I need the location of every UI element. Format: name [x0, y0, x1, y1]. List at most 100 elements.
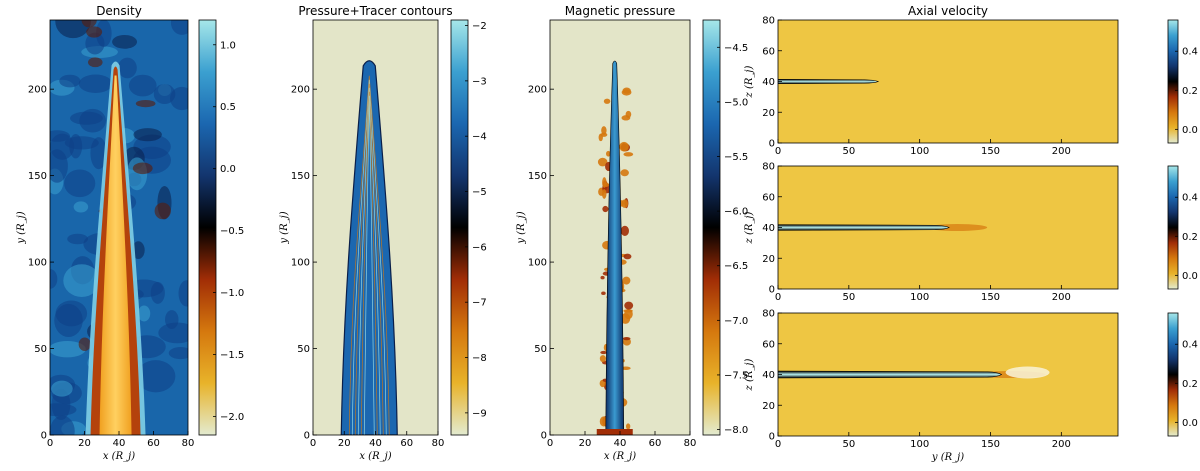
y-tick-label: 40	[762, 77, 775, 88]
x-tick-label: 40	[369, 438, 382, 449]
y-tick-label: 0	[769, 285, 775, 296]
jet-beam	[778, 224, 950, 231]
x-tick-label: 150	[981, 439, 1000, 450]
velocity-field	[778, 20, 1118, 143]
colorbar-tick-label: 0.0	[1182, 125, 1198, 136]
y-tick-label: 200	[528, 85, 547, 96]
x-tick-label: 0	[310, 438, 316, 449]
x-tick-label: 0	[775, 292, 781, 303]
y-tick-label: 0	[769, 139, 775, 150]
y-tick-label: 50	[534, 344, 547, 355]
cocoon	[340, 60, 398, 435]
colorbar-tick-label: −2.0	[220, 412, 244, 423]
tracer-contour	[363, 95, 375, 435]
colorbar-tick-label: 0.4	[1182, 47, 1198, 58]
tracer-contour	[351, 79, 387, 435]
y-tick-label: 0	[541, 431, 547, 442]
colorbar-tick-label: 0.2	[1182, 232, 1198, 243]
x-tick-label: 100	[910, 292, 929, 303]
colorbar-tick-label: 0.2	[1182, 86, 1198, 97]
y-tick-label: 60	[762, 192, 775, 203]
x-tick-label: 60	[649, 438, 662, 449]
panel-title: Axial velocity	[908, 4, 988, 18]
x-tick-label: 80	[432, 438, 445, 449]
colorbar-tick-label: −5.5	[724, 152, 748, 163]
colorbar-tick-label: −7.0	[724, 316, 748, 327]
y-tick-label: 20	[762, 254, 775, 265]
y-tick-label: 60	[762, 339, 775, 350]
y-tick-label: 50	[297, 344, 310, 355]
colorbar-tick-label: −6.0	[724, 207, 748, 218]
x-tick-label: 60	[147, 438, 160, 449]
x-tick-label: 150	[981, 292, 1000, 303]
x-tick-label: 0	[547, 438, 553, 449]
colorbar-tick-label: −9	[472, 408, 487, 419]
y-tick-label: 150	[28, 171, 47, 182]
colorbar-tick-label: 0.5	[220, 102, 236, 113]
colorbar	[1167, 312, 1179, 437]
y-tick-label: 20	[762, 401, 775, 412]
panel-title: Density	[96, 4, 142, 18]
x-tick-label: 50	[842, 146, 855, 157]
colorbar-tick-label: −1.0	[220, 288, 244, 299]
x-axis-label: y (R_j)	[931, 452, 964, 463]
colorbar	[1167, 19, 1179, 144]
x-tick-label: 0	[775, 146, 781, 157]
y-tick-label: 100	[28, 258, 47, 269]
colorbar-tick-label: −6	[472, 242, 487, 253]
tracer-contour	[348, 75, 390, 435]
y-axis-label: y (R_j)	[16, 211, 27, 244]
colorbar	[702, 19, 721, 436]
magnetic-panel: 0 20 40 60 80 0 50 100 150 200 Magnetic pressure x …	[516, 4, 748, 462]
colorbar-tick-label: 1.0	[220, 40, 236, 51]
x-tick-label: 40	[614, 438, 627, 449]
colorbar	[198, 19, 217, 436]
colorbar-tick-label: −8	[472, 353, 487, 364]
colorbar-tick-label: −5.0	[724, 97, 748, 108]
colorbar-tick-label: −5	[472, 187, 487, 198]
y-axis-label: z (R_j)	[744, 211, 755, 244]
x-tick-label: 0	[47, 438, 53, 449]
x-tick-label: 20	[78, 438, 91, 449]
colorbar-tick-label: −2	[472, 21, 487, 32]
tracer-contour	[357, 87, 381, 435]
y-tick-label: 40	[762, 223, 775, 234]
colorbar-tick-label: 0.2	[1182, 379, 1198, 390]
y-tick-label: 80	[762, 162, 775, 173]
y-tick-label: 100	[528, 258, 547, 269]
y-tick-label: 20	[762, 108, 775, 119]
x-tick-label: 40	[113, 438, 126, 449]
x-tick-label: 20	[338, 438, 351, 449]
colorbar-tick-label: −7	[472, 298, 487, 309]
x-tick-label: 60	[400, 438, 413, 449]
x-tick-label: 80	[182, 438, 195, 449]
colorbar-tick-label: −6.5	[724, 261, 748, 272]
colorbar-tick-label: −7.5	[724, 370, 748, 381]
density-panel: 0 20 40 60 80 0 50 100 150 200 Density x (R_j) y (R_…	[16, 4, 244, 462]
x-tick-label: 200	[1052, 439, 1071, 450]
x-tick-label: 0	[775, 439, 781, 450]
colorbar	[450, 19, 469, 436]
colorbar-tick-label: 0.4	[1182, 193, 1198, 204]
y-axis-label: z (R_j)	[744, 65, 755, 98]
y-tick-label: 40	[762, 370, 775, 381]
jet-beam	[778, 78, 880, 85]
x-tick-label: 200	[1052, 146, 1071, 157]
colorbar-tick-label: −4	[472, 132, 487, 143]
y-tick-label: 0	[41, 431, 47, 442]
x-axis-label: x (R_j)	[359, 451, 391, 462]
axial-velocity-panel-3: 0 50 100 150 200 0 20 40 60 80 y (R_j) z (R_j) 0.4 0.…	[744, 309, 1198, 464]
y-tick-label: 150	[291, 171, 310, 182]
colorbar-tick-label: −4.5	[724, 43, 748, 54]
y-tick-label: 60	[762, 46, 775, 57]
y-tick-label: 50	[34, 344, 47, 355]
axial-velocity-panel-2: 0 50 100 150 200 0 20 40 60 80 z (R_j) 0.4 0.2 0.0	[744, 162, 1198, 304]
panel-title: Magnetic pressure	[565, 4, 676, 18]
y-tick-label: 0	[304, 431, 310, 442]
colorbar-tick-label: −3	[472, 76, 487, 87]
y-tick-label: 150	[528, 171, 547, 182]
y-tick-label: 100	[291, 258, 310, 269]
y-tick-label: 200	[291, 85, 310, 96]
y-axis-label: y (R_j)	[279, 211, 290, 244]
velocity-field	[778, 166, 1118, 289]
